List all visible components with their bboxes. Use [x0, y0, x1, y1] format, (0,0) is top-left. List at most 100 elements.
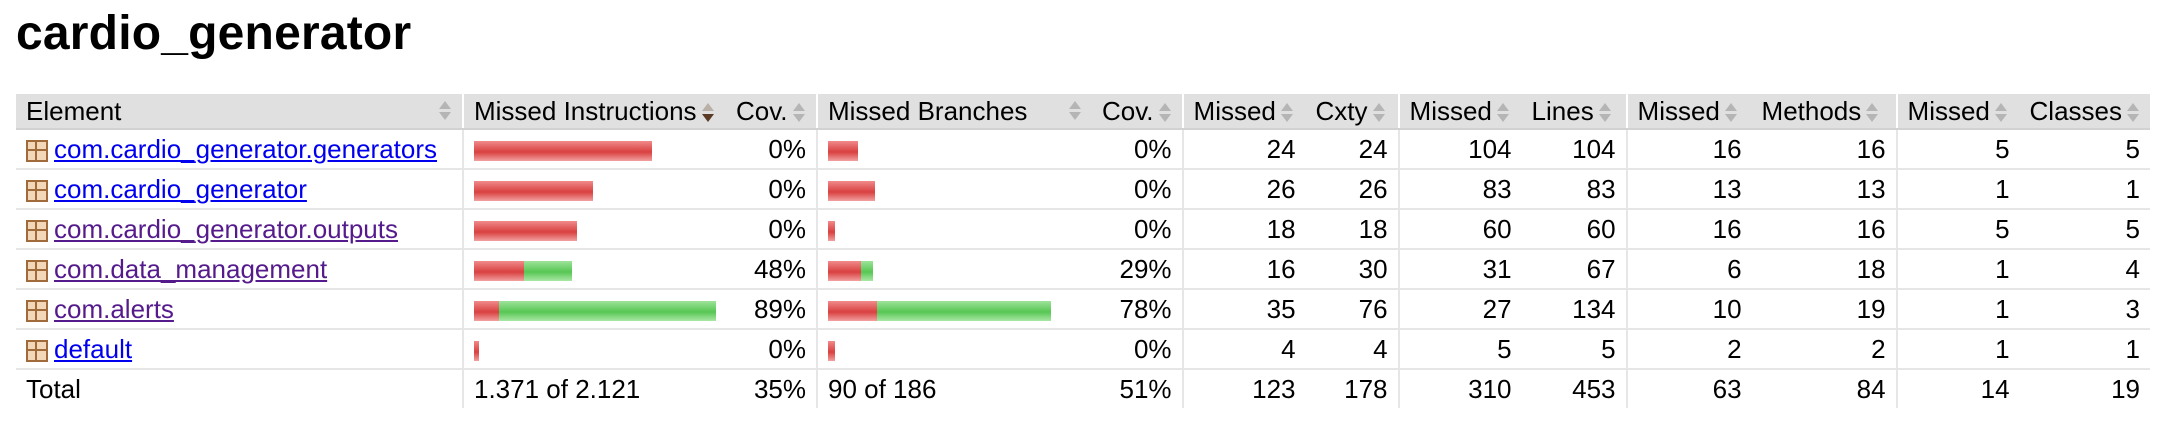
instr-cov: 0% [726, 329, 817, 370]
header-instr-cov[interactable]: Cov. [726, 94, 817, 130]
instr-cov: 0% [726, 129, 817, 170]
missed-methods: 2 [1625, 329, 1752, 370]
package-icon [26, 139, 48, 162]
classes: 3 [2019, 289, 2151, 330]
covered-bar [524, 260, 572, 281]
methods: 18 [1751, 249, 1897, 290]
table-row: com.cardio_generator.generators 0% 0% 24 24 1… [16, 129, 2151, 170]
sort-arrows-icon[interactable] [1598, 102, 1612, 124]
methods: 16 [1751, 129, 1897, 170]
header-missed-instructions-label: Missed Instructions [474, 95, 697, 126]
header-missed-branches-label: Missed Branches [828, 95, 1028, 126]
missed-lines: 5 [1397, 329, 1522, 370]
header-element[interactable]: Element [16, 94, 463, 130]
missed-lines: 104 [1397, 129, 1522, 170]
header-cxty[interactable]: Cxty [1305, 94, 1399, 130]
missed-cxty: 26 [1181, 169, 1306, 210]
header-missed-classes[interactable]: Missed [1895, 94, 2020, 130]
sort-arrows-icon[interactable] [1068, 100, 1082, 122]
sort-arrows-icon[interactable] [1865, 102, 1879, 124]
branch-cov: 0% [1092, 129, 1183, 170]
sort-arrows-icon[interactable] [1994, 102, 2008, 124]
total-missed-cxty: 123 [1181, 369, 1306, 408]
element-cell: com.cardio_generator [16, 169, 463, 210]
table-row: com.data_management 48% 29% 16 30 31 67 6 18 1 4 [16, 249, 2151, 290]
total-branches: 90 of 186 [816, 369, 1092, 408]
total-instr-cov: 35% [753, 373, 806, 404]
header-branch-cov[interactable]: Cov. [1092, 94, 1183, 130]
classes: 1 [2019, 169, 2151, 210]
covered-bar [861, 260, 873, 281]
cxty: 24 [1305, 129, 1399, 170]
missed-classes: 1 [1895, 329, 2020, 370]
lines: 104 [1521, 129, 1627, 170]
missed-bar [474, 260, 524, 281]
total-lines: 453 [1572, 373, 1616, 404]
header-cxty-label: Cxty [1315, 95, 1368, 126]
cxty: 30 [1305, 249, 1399, 290]
package-icon [26, 179, 48, 202]
sort-arrows-icon[interactable] [1280, 102, 1294, 124]
sort-arrows-icon[interactable] [792, 102, 806, 124]
sort-arrows-icon[interactable] [2126, 102, 2140, 124]
instr-cov: 0% [726, 169, 817, 210]
package-link[interactable]: com.alerts [54, 293, 174, 324]
lines: 83 [1521, 169, 1627, 210]
total-instructions: 1.371 of 2.121 [462, 369, 726, 408]
header-missed-branches[interactable]: Missed Branches [816, 94, 1092, 130]
missed-classes: 1 [1895, 169, 2020, 210]
header-classes-label: Classes [2029, 95, 2123, 126]
header-instr-cov-label: Cov. [736, 95, 788, 126]
instructions-bar [462, 249, 726, 290]
missed-bar [474, 300, 499, 321]
header-methods[interactable]: Methods [1751, 94, 1897, 130]
missed-cxty: 4 [1181, 329, 1306, 370]
classes: 5 [2019, 209, 2151, 250]
missed-cxty: 16 [1181, 249, 1306, 290]
missed-methods: 6 [1625, 249, 1752, 290]
missed-cxty: 24 [1181, 129, 1306, 170]
page-title: cardio_generator [16, 7, 412, 60]
coverage-table: Element Missed Instructions Cov. Missed … [16, 94, 2151, 408]
sort-arrows-icon[interactable] [1372, 102, 1386, 124]
sort-arrows-icon[interactable] [1496, 102, 1510, 124]
header-lines-label: Lines [1531, 95, 1594, 126]
header-missed-instructions[interactable]: Missed Instructions [462, 94, 726, 130]
package-link[interactable]: com.cardio_generator.outputs [54, 213, 398, 244]
header-missed-lines[interactable]: Missed [1397, 94, 1522, 130]
instructions-bar [462, 289, 726, 330]
sort-arrows-icon[interactable] [1724, 102, 1738, 124]
header-missed-cxty[interactable]: Missed [1181, 94, 1306, 130]
package-link[interactable]: com.cardio_generator [54, 173, 307, 204]
missed-methods: 16 [1625, 129, 1752, 170]
missed-classes: 5 [1895, 129, 2020, 170]
header-missed-methods[interactable]: Missed [1625, 94, 1752, 130]
classes: 5 [2019, 129, 2151, 170]
instructions-bar [462, 129, 726, 170]
total-cxty: 178 [1344, 373, 1388, 404]
table-row: com.alerts 89% 78% 35 76 27 134 10 19 1 3 [16, 289, 2151, 330]
header-classes[interactable]: Classes [2019, 94, 2151, 130]
package-link[interactable]: default [54, 333, 133, 364]
branch-cov: 0% [1092, 169, 1183, 210]
lines: 134 [1521, 289, 1627, 330]
package-icon [26, 299, 48, 322]
missed-bar [828, 260, 861, 281]
lines: 60 [1521, 209, 1627, 250]
sort-arrows-icon[interactable] [1158, 102, 1172, 124]
total-label: Total [26, 373, 81, 404]
sort-desc-icon[interactable] [701, 102, 715, 124]
table-row: com.cardio_generator 0% 0% 26 26 83 83 13 13 1 1 [16, 169, 2151, 210]
package-link[interactable]: com.data_management [54, 253, 328, 284]
package-icon [26, 339, 48, 362]
table-row: com.cardio_generator.outputs 0% 0% 18 18 60 60… [16, 209, 2151, 250]
cxty: 18 [1305, 209, 1399, 250]
header-lines[interactable]: Lines [1521, 94, 1627, 130]
lines: 5 [1521, 329, 1627, 370]
header-missed-lines-label: Missed [1409, 95, 1492, 126]
sort-arrows-icon[interactable] [438, 100, 452, 122]
branches-bar [816, 249, 1092, 290]
missed-classes: 1 [1895, 289, 2020, 330]
package-link[interactable]: com.cardio_generator.generators [54, 133, 438, 164]
missed-methods: 16 [1625, 209, 1752, 250]
